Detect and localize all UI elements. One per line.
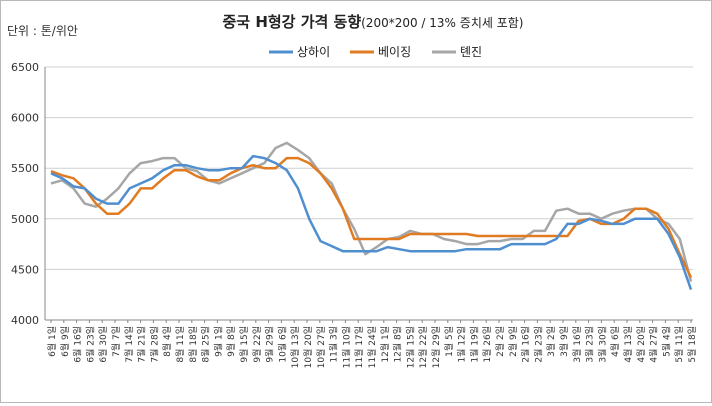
x-tick-label: 10월 27일 (315, 326, 327, 368)
x-tick-label: 7월 7일 (110, 326, 122, 357)
x-tick-label: 6월 16일 (72, 326, 84, 363)
x-tick-label: 8월 25일 (200, 326, 212, 363)
x-tick-label: 7월 28일 (148, 326, 160, 363)
x-tick-label: 7월 21일 (136, 326, 148, 363)
x-tick-label: 2월 16일 (520, 326, 532, 363)
chart-title-group: 중국 H형강 가격 동향(200*200 / 13% 증치세 포함) (223, 13, 524, 31)
chart-title: 중국 H형강 가격 동향 (223, 13, 362, 31)
legend-label: 톈진 (460, 45, 482, 59)
x-tick-label: 12월 15일 (404, 326, 416, 368)
x-tick-label: 10월 6일 (276, 326, 288, 363)
x-axis: 6월 1일 6월 9일 6월 16일 6월 23일 6월 30일 7월 7일 7월 14일 7… (46, 320, 698, 368)
x-tick-label: 3월 9일 (558, 326, 570, 357)
x-tick-label: 4월 6일 (609, 326, 621, 357)
x-tick-label: 11월 17일 (353, 326, 365, 368)
x-tick-label: 8월 11일 (174, 326, 186, 363)
x-tick-label: 2월 9일 (507, 326, 519, 357)
x-tick-label: 1월 12일 (456, 326, 468, 363)
legend-label: 베이징 (378, 45, 411, 59)
y-tick-label: 4500 (11, 263, 39, 276)
series-line (50, 156, 693, 279)
x-tick-label: 2월 23일 (532, 326, 544, 363)
x-tick-label: 9월 15일 (238, 326, 250, 363)
unit-label: 단위 : 톤/위안 (7, 24, 78, 38)
y-tick-label: 4000 (11, 314, 39, 327)
x-tick-label: 1월 19일 (468, 326, 480, 363)
x-tick-label: 2월 2일 (494, 326, 506, 357)
x-tick-label: 3월 2일 (545, 326, 557, 357)
x-tick-label: 3월 30일 (596, 326, 608, 363)
x-tick-label: 9월 22일 (251, 326, 263, 363)
x-tick-label: 11월 3일 (328, 326, 340, 363)
y-tick-label: 5500 (11, 162, 39, 175)
x-tick-label: 9월 8일 (225, 326, 237, 357)
x-tick-label: 1월 5일 (443, 326, 455, 357)
x-tick-label: 7월 14일 (123, 326, 135, 363)
x-tick-label: 12월 1일 (379, 326, 391, 363)
x-tick-label: 3월 16일 (571, 326, 583, 363)
legend-label: 상하이 (297, 45, 330, 59)
x-tick-label: 12월 29일 (430, 326, 442, 368)
y-tick-label: 6000 (11, 112, 39, 125)
x-tick-label: 6월 30일 (97, 326, 109, 363)
x-tick-label: 5월 18일 (686, 326, 698, 363)
x-tick-label: 4월 27일 (648, 326, 660, 363)
x-tick-label: 6월 9일 (59, 326, 71, 357)
legend: 상하이 베이징 톈진 (269, 45, 482, 59)
y-tick-label: 6500 (11, 61, 39, 74)
chart-subtitle: (200*200 / 13% 증치세 포함) (361, 16, 523, 30)
x-tick-label: 12월 22일 (417, 326, 429, 368)
x-tick-label: 5월 11일 (673, 326, 685, 363)
x-tick-label: 1월 26일 (481, 326, 493, 363)
x-tick-label: 12월 8일 (392, 326, 404, 363)
x-tick-label: 3월 23일 (584, 326, 596, 363)
x-tick-label: 9월 1일 (212, 326, 224, 357)
x-tick-label: 4월 20일 (635, 326, 647, 363)
x-tick-label: 11월 24일 (366, 326, 378, 368)
gridlines (45, 66, 693, 321)
y-tick-label: 5000 (11, 213, 39, 226)
x-tick-label: 8월 18일 (187, 326, 199, 363)
x-tick-label: 4월 13일 (622, 326, 634, 363)
x-tick-label: 5월 4일 (660, 326, 672, 357)
series-line (50, 154, 693, 291)
plot-area (50, 141, 693, 291)
series-line (50, 141, 693, 282)
x-tick-label: 6월 1일 (46, 326, 58, 357)
x-tick-label: 8월 4일 (161, 326, 173, 357)
x-tick-label: 11월 10일 (340, 326, 352, 368)
x-tick-label: 6월 23일 (84, 326, 96, 363)
x-tick-label: 10월 13일 (289, 326, 301, 368)
x-tick-label: 10월 20일 (302, 326, 314, 368)
x-tick-label: 9월 29일 (264, 326, 276, 363)
